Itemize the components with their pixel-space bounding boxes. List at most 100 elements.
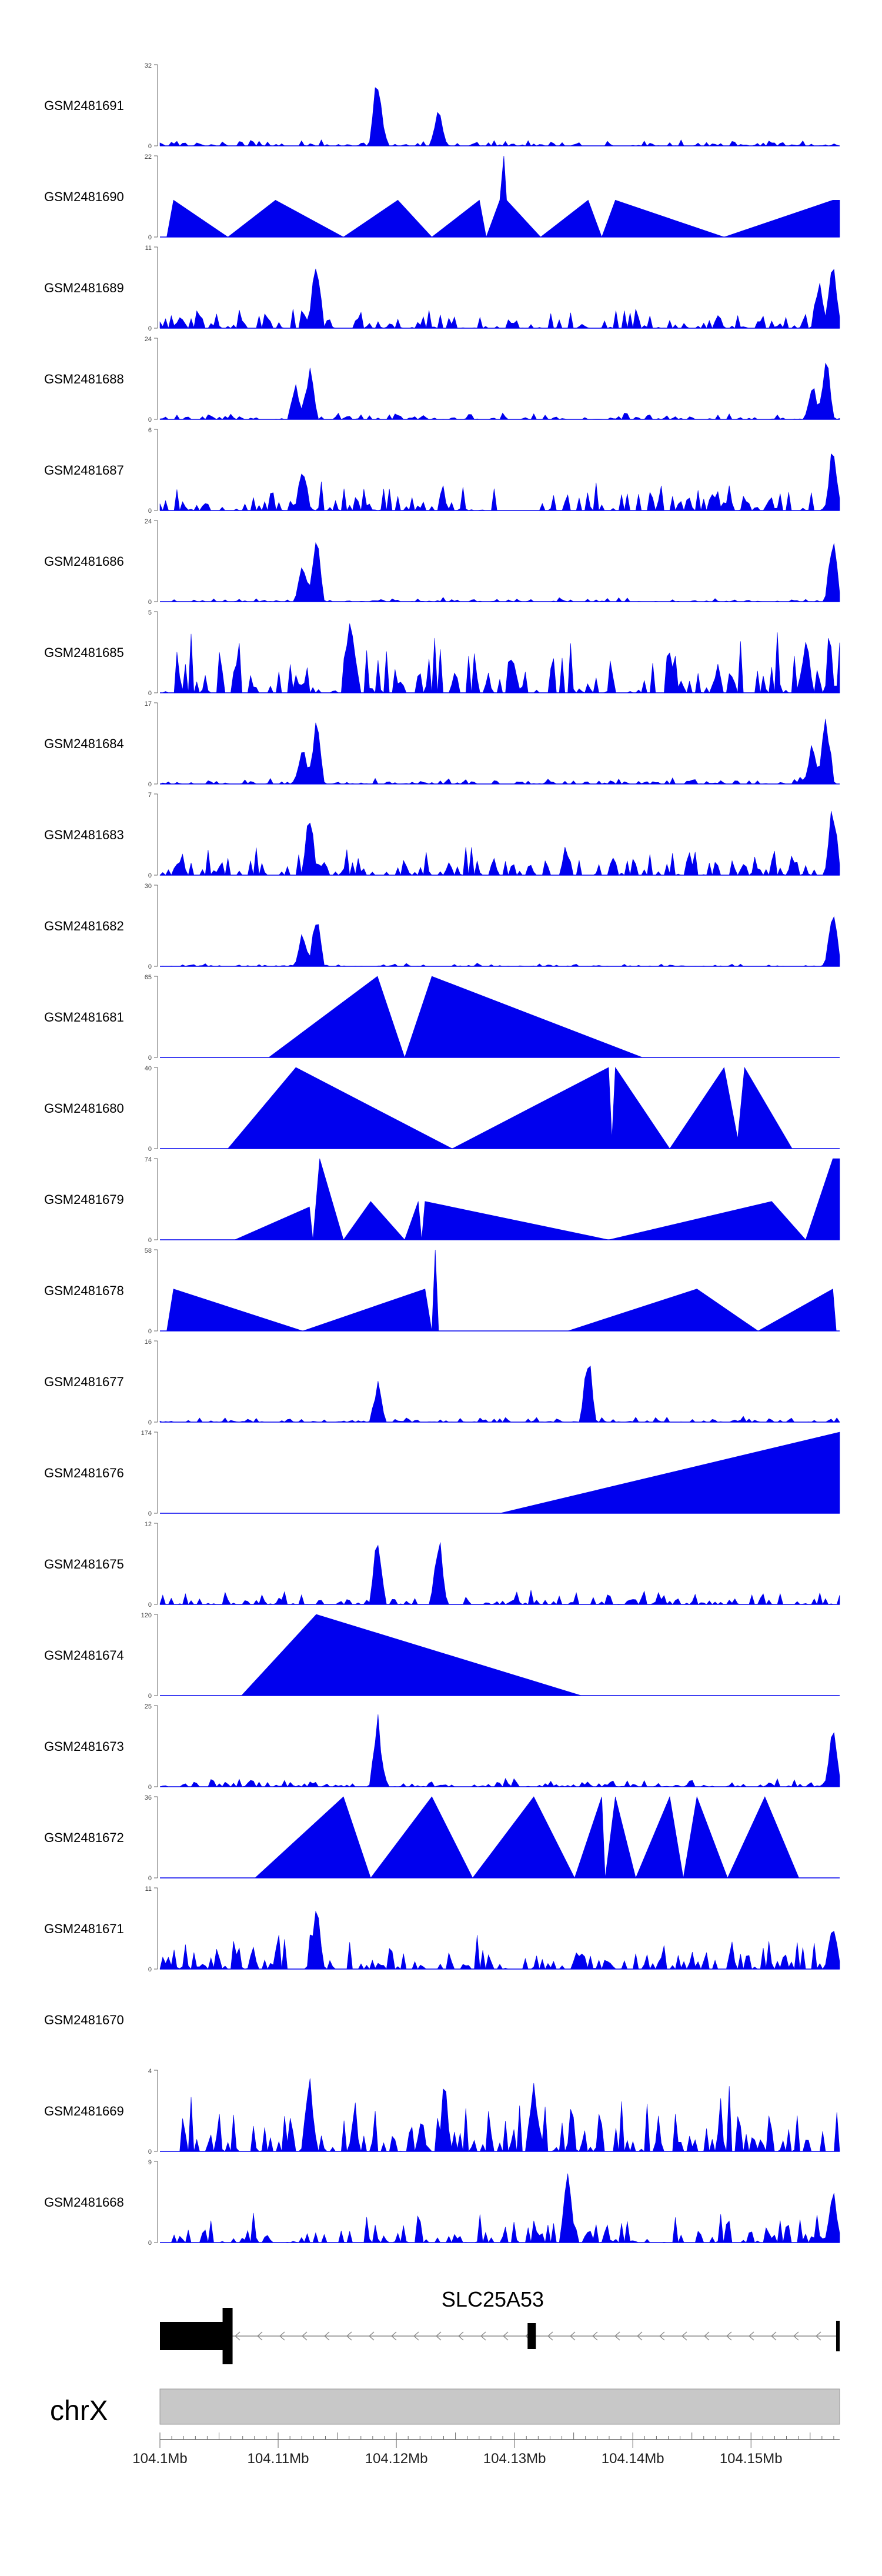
track-label: GSM2481669 bbox=[44, 2104, 124, 2118]
y-axis-zero-label: 0 bbox=[148, 1875, 152, 1882]
y-axis-max-label: 174 bbox=[141, 1430, 152, 1437]
signal-area bbox=[160, 2173, 840, 2243]
y-axis-zero-label: 0 bbox=[148, 1328, 152, 1335]
y-axis-max-label: 17 bbox=[145, 700, 152, 708]
track-label: GSM2481680 bbox=[44, 1101, 124, 1116]
signal-area bbox=[159, 916, 840, 967]
x-axis-tick-label: 104.13Mb bbox=[483, 2451, 546, 2467]
track-GSM2481673: GSM2481673 25 0 bbox=[44, 1703, 840, 1791]
signal-area bbox=[159, 719, 840, 785]
signal-area bbox=[268, 976, 643, 1058]
y-axis-zero-label: 0 bbox=[148, 325, 152, 332]
y-axis-max-label: 16 bbox=[145, 1339, 152, 1346]
track-GSM2481671: GSM2481671 11 0 bbox=[44, 1886, 840, 1973]
x-axis-tick-label: 104.15Mb bbox=[720, 2451, 783, 2467]
track-GSM2481670: GSM2481670 bbox=[44, 2013, 124, 2027]
track-GSM2481688: GSM2481688 24 0 bbox=[44, 336, 840, 423]
track-GSM2481668: GSM2481668 9 0 bbox=[44, 2159, 840, 2247]
track-GSM2481689: GSM2481689 11 0 bbox=[44, 245, 840, 332]
y-axis-zero-label: 0 bbox=[148, 143, 152, 150]
track-label: GSM2481674 bbox=[44, 1648, 124, 1663]
strand-arrow bbox=[793, 2331, 799, 2341]
chromosome-label: chrX bbox=[50, 2395, 108, 2427]
signal-area bbox=[255, 1796, 800, 1878]
strand-arrow bbox=[503, 2331, 509, 2341]
strand-arrow bbox=[235, 2331, 240, 2341]
strand-arrow bbox=[592, 2331, 598, 2341]
gene-track: SLC25A53 bbox=[160, 2287, 840, 2364]
track-GSM2481686: GSM2481686 24 0 bbox=[44, 518, 840, 606]
ideogram-band bbox=[159, 2388, 840, 2425]
track-GSM2481681: GSM2481681 65 0 bbox=[44, 974, 840, 1062]
strand-arrow bbox=[816, 2331, 821, 2341]
y-axis-zero-label: 0 bbox=[148, 234, 152, 241]
track-GSM2481669: GSM2481669 4 0 bbox=[44, 2068, 840, 2155]
track-label: GSM2481691 bbox=[44, 98, 124, 113]
signal-area bbox=[159, 1542, 840, 1605]
strand-arrow bbox=[436, 2331, 442, 2341]
y-axis-max-label: 24 bbox=[145, 518, 152, 525]
strand-arrow bbox=[458, 2331, 464, 2341]
x-axis-tick-label: 104.12Mb bbox=[365, 2451, 428, 2467]
track-label: GSM2481672 bbox=[44, 1830, 124, 1845]
track-label: GSM2481677 bbox=[44, 1374, 124, 1389]
signal-area bbox=[227, 1067, 793, 1149]
strand-arrow bbox=[547, 2331, 553, 2341]
track-label: GSM2481681 bbox=[44, 1010, 124, 1025]
y-axis-zero-label: 0 bbox=[148, 963, 152, 970]
signal-area bbox=[159, 87, 840, 146]
signal-area bbox=[160, 542, 840, 602]
signal-area bbox=[235, 1158, 840, 1240]
y-axis-max-label: 12 bbox=[145, 1521, 152, 1528]
strand-arrow bbox=[391, 2331, 397, 2341]
gene-utr-block bbox=[222, 2308, 233, 2364]
y-axis-zero-label: 0 bbox=[148, 872, 152, 879]
y-axis-max-label: 58 bbox=[145, 1247, 152, 1254]
strand-arrow bbox=[480, 2331, 486, 2341]
y-axis-max-label: 22 bbox=[145, 154, 152, 161]
track-GSM2481675: GSM2481675 12 0 bbox=[44, 1521, 840, 1609]
strand-arrow bbox=[279, 2331, 285, 2341]
track-GSM2481687: GSM2481687 6 0 bbox=[44, 427, 840, 515]
track-label: GSM2481687 bbox=[44, 463, 124, 478]
signal-area bbox=[159, 810, 840, 876]
gene-exon bbox=[527, 2323, 536, 2349]
y-axis-zero-label: 0 bbox=[148, 416, 152, 423]
signal-area bbox=[159, 453, 840, 512]
track-GSM2481674: GSM2481674 120 0 bbox=[44, 1612, 840, 1700]
y-axis-zero-label: 0 bbox=[148, 1784, 152, 1791]
strand-arrow bbox=[637, 2331, 643, 2341]
track-label: GSM2481673 bbox=[44, 1739, 124, 1754]
signal-area bbox=[160, 623, 840, 694]
track-label: GSM2481688 bbox=[44, 372, 124, 386]
y-axis-max-label: 6 bbox=[148, 427, 152, 434]
track-GSM2481677: GSM2481677 16 0 bbox=[44, 1339, 840, 1426]
track-label: GSM2481675 bbox=[44, 1557, 124, 1571]
track-GSM2481678: GSM2481678 58 0 bbox=[44, 1247, 840, 1335]
track-label: GSM2481684 bbox=[44, 736, 124, 751]
strand-arrow bbox=[749, 2331, 754, 2341]
y-axis-zero-label: 0 bbox=[148, 1693, 152, 1700]
gene-name-label: SLC25A53 bbox=[442, 2287, 544, 2311]
gene-exon bbox=[160, 2322, 225, 2350]
y-axis-max-label: 65 bbox=[145, 974, 152, 981]
y-axis-zero-label: 0 bbox=[148, 1966, 152, 1973]
y-axis-zero-label: 0 bbox=[148, 690, 152, 697]
track-GSM2481682: GSM2481682 30 0 bbox=[44, 883, 840, 970]
y-axis-max-label: 40 bbox=[145, 1065, 152, 1072]
strand-arrow bbox=[726, 2331, 732, 2341]
signal-area bbox=[241, 1614, 582, 1696]
strand-arrow bbox=[771, 2331, 777, 2341]
y-axis-zero-label: 0 bbox=[148, 1601, 152, 1609]
track-label: GSM2481685 bbox=[44, 645, 124, 660]
strand-arrow bbox=[302, 2331, 308, 2341]
signal-area bbox=[159, 268, 840, 329]
y-axis-zero-label: 0 bbox=[148, 2240, 152, 2247]
signal-area bbox=[159, 1910, 840, 1970]
signal-area bbox=[166, 155, 840, 238]
y-axis-max-label: 11 bbox=[145, 1886, 152, 1893]
signal-area bbox=[499, 1432, 840, 1514]
y-axis-zero-label: 0 bbox=[148, 599, 152, 606]
track-GSM2481685: GSM2481685 5 0 bbox=[44, 609, 840, 697]
